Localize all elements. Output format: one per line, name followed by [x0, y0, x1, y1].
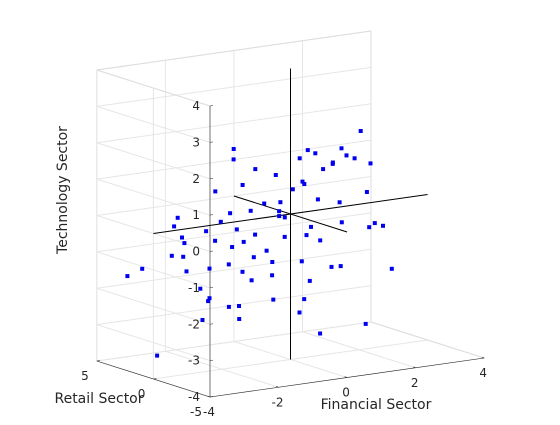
data-point	[253, 167, 257, 171]
data-point	[381, 224, 385, 228]
data-point	[353, 156, 357, 160]
data-point	[204, 229, 208, 233]
y-tick-label: -5	[190, 405, 202, 419]
data-point	[241, 183, 245, 187]
data-point	[274, 173, 278, 177]
data-point	[277, 214, 281, 218]
data-point	[306, 148, 310, 152]
data-point	[298, 156, 302, 160]
data-point	[249, 209, 253, 213]
data-point	[291, 187, 295, 191]
data-point	[208, 267, 212, 271]
data-point	[313, 151, 317, 155]
data-point	[262, 202, 266, 206]
x-axis-label: Financial Sector	[321, 397, 432, 413]
data-point	[308, 279, 312, 283]
data-point	[227, 262, 231, 266]
z-tick-label: -2	[188, 317, 200, 331]
x-tick-label: 2	[411, 376, 419, 390]
data-point	[270, 260, 274, 264]
z-tick-label: -3	[188, 354, 200, 368]
data-point	[213, 239, 217, 243]
x-tick-label: 4	[479, 366, 487, 380]
data-point	[228, 211, 232, 215]
data-point	[340, 146, 344, 150]
data-point	[172, 224, 176, 228]
data-point	[241, 270, 245, 274]
data-point	[253, 233, 257, 237]
z-tick-label: 0	[192, 245, 200, 259]
data-point	[250, 278, 254, 282]
data-point	[271, 298, 275, 302]
y-axis-label: Retail Sector	[54, 391, 143, 407]
z-tick	[210, 106, 213, 107]
data-point	[367, 225, 371, 229]
data-point	[338, 200, 342, 204]
z-tick-label: -1	[188, 281, 200, 295]
data-point	[237, 304, 241, 308]
data-point	[283, 235, 287, 239]
data-point	[283, 215, 287, 219]
data-point	[331, 161, 335, 165]
data-point	[213, 189, 217, 193]
data-point	[373, 221, 377, 225]
data-point	[155, 354, 159, 358]
data-point	[359, 129, 363, 133]
box-edge-floor-right	[371, 322, 484, 358]
data-point	[298, 311, 302, 315]
data-point	[309, 225, 313, 229]
data-point	[270, 273, 274, 277]
data-point	[232, 147, 236, 151]
data-point	[235, 227, 239, 231]
data-point	[232, 157, 236, 161]
data-point	[390, 267, 394, 271]
z-tick-label: 3	[192, 135, 200, 149]
data-point	[176, 216, 180, 220]
z-tick-label: 1	[192, 208, 200, 222]
data-point	[265, 249, 269, 253]
data-point	[318, 238, 322, 242]
data-point	[364, 322, 368, 326]
data-point	[345, 153, 349, 157]
data-point	[302, 182, 306, 186]
data-point	[278, 200, 282, 204]
data-point	[201, 318, 205, 322]
z-tick-label: -4	[188, 390, 200, 404]
data-point	[170, 254, 174, 258]
data-point	[302, 297, 306, 301]
x-tick-label: -4	[203, 405, 215, 419]
data-point	[316, 197, 320, 201]
data-point	[305, 233, 309, 237]
data-point	[318, 332, 322, 336]
data-point	[227, 305, 231, 309]
data-point	[365, 190, 369, 194]
data-point	[330, 265, 334, 269]
data-point	[185, 269, 189, 273]
data-point	[340, 220, 344, 224]
data-point	[125, 274, 129, 278]
data-point	[182, 241, 186, 245]
data-point	[369, 161, 373, 165]
data-point	[180, 236, 184, 240]
z-tick-label: 2	[192, 172, 200, 186]
data-point	[321, 167, 325, 171]
y-tick-label: 5	[81, 369, 89, 383]
data-point	[219, 220, 223, 224]
data-point	[181, 255, 185, 259]
z-tick-label: 4	[192, 99, 200, 113]
x-tick-label: -2	[272, 395, 284, 409]
data-point	[237, 317, 241, 321]
data-point	[277, 209, 281, 213]
data-point	[230, 245, 234, 249]
data-point	[140, 267, 144, 271]
data-point	[208, 296, 212, 300]
z-axis-label: Technology Sector	[55, 126, 71, 255]
data-point	[300, 259, 304, 263]
data-point	[252, 255, 256, 259]
data-point	[242, 240, 246, 244]
data-point	[339, 264, 343, 268]
